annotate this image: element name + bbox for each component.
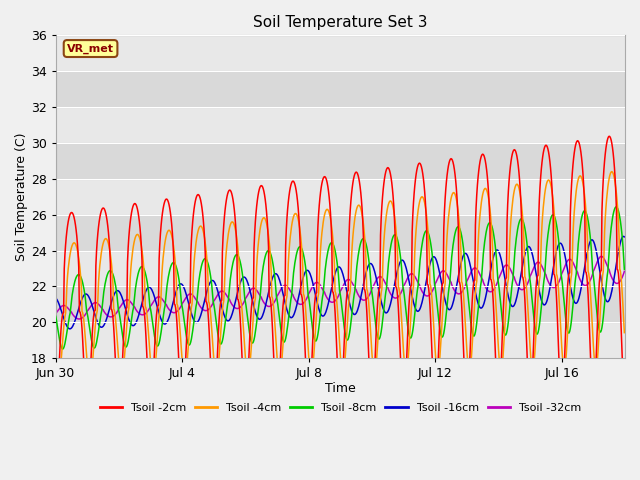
Text: VR_met: VR_met (67, 43, 114, 54)
Bar (56, 143, 625, 179)
X-axis label: Time: Time (325, 382, 356, 395)
Bar (56, 71, 625, 107)
Legend: Tsoil -2cm, Tsoil -4cm, Tsoil -8cm, Tsoil -16cm, Tsoil -32cm: Tsoil -2cm, Tsoil -4cm, Tsoil -8cm, Tsoi… (95, 398, 586, 417)
Title: Soil Temperature Set 3: Soil Temperature Set 3 (253, 15, 428, 30)
Y-axis label: Soil Temperature (C): Soil Temperature (C) (15, 132, 28, 261)
Bar (56, 215, 625, 251)
Bar (56, 0, 625, 36)
Bar (56, 287, 625, 323)
